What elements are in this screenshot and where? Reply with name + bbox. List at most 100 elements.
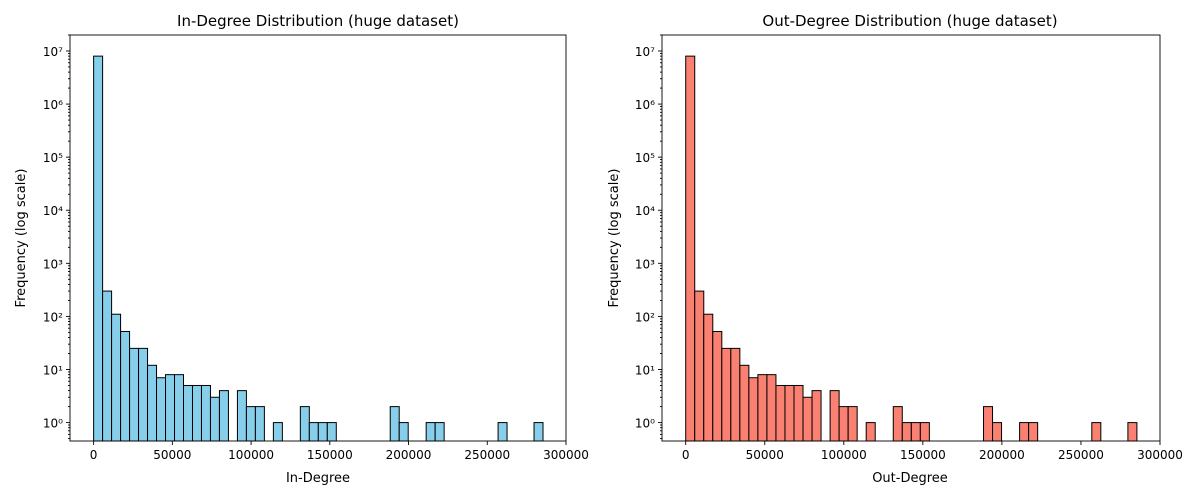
out-degree-chart-title: Out-Degree Distribution (huge dataset) <box>762 12 1057 30</box>
out-degree-x-tick-label-2: 100000 <box>821 448 867 462</box>
out-degree-bar-6 <box>739 364 750 442</box>
out-degree-bar-0 <box>685 55 696 442</box>
out-degree-x-axis-label: Out-Degree <box>872 471 948 486</box>
out-degree-bar-9 <box>766 374 777 442</box>
in-degree-x-tick-label-3: 150000 <box>307 448 353 462</box>
in-degree-bar-17 <box>254 406 265 442</box>
out-degree-bar-13 <box>802 396 813 442</box>
out-degree-bar-26 <box>1028 422 1039 442</box>
out-degree-y-tick-label-2: 10² <box>635 310 655 324</box>
in-degree-bar-23 <box>389 406 400 442</box>
in-degree-bar-13 <box>209 396 220 442</box>
in-degree-x-axis-label: In-Degree <box>286 471 350 486</box>
in-degree-y-tick-label-4: 10⁴ <box>43 204 63 218</box>
in-degree-y-tick-label-5: 10⁵ <box>43 151 63 165</box>
out-degree-bar-25 <box>1019 422 1030 442</box>
in-degree-plot-frame <box>69 34 567 442</box>
out-degree-plot-frame <box>661 34 1161 442</box>
in-degree-y-axis-label: Frequency (log scale) <box>14 169 29 308</box>
out-degree-bar-19 <box>892 406 903 442</box>
out-degree-bar-28 <box>1127 422 1138 442</box>
out-degree-bar-4 <box>721 347 732 442</box>
in-degree-bar-4 <box>129 347 140 442</box>
out-degree-bar-18 <box>865 422 876 442</box>
in-degree-y-ticks: 10⁰ 10¹ 10² 10³ 10⁴ 10⁵ 10⁶ 10⁷ <box>43 34 70 440</box>
out-degree-x-tick-label-6: 300000 <box>1137 448 1183 462</box>
in-degree-bar-16 <box>245 406 256 442</box>
in-degree-bar-25 <box>425 422 436 442</box>
out-degree-y-tick-label-6: 10⁶ <box>635 98 655 112</box>
in-degree-x-tick-label-2: 100000 <box>228 448 274 462</box>
in-degree-bar-26 <box>434 422 445 442</box>
in-degree-bar-24 <box>398 422 409 442</box>
in-degree-y-tick-label-1: 10¹ <box>43 364 63 378</box>
out-degree-bar-27 <box>1091 422 1102 442</box>
in-degree-bar-22 <box>326 422 337 442</box>
in-degree-x-ticks: 0 50000 100000 150000 200000 250000 300000 <box>90 441 589 462</box>
out-degree-y-tick-label-4: 10⁴ <box>635 204 655 218</box>
out-degree-bars <box>685 55 1138 442</box>
in-degree-x-tick-label-5: 250000 <box>464 448 510 462</box>
out-degree-y-tick-label-0: 10⁰ <box>635 417 655 431</box>
in-degree-bar-27 <box>497 422 508 442</box>
in-degree-y-tick-label-7: 10⁷ <box>43 45 63 59</box>
out-degree-bar-15 <box>829 390 840 442</box>
in-degree-y-tick-label-6: 10⁶ <box>43 98 63 112</box>
in-degree-bar-21 <box>317 422 328 442</box>
in-degree-bar-7 <box>156 377 167 442</box>
out-degree-bar-17 <box>847 406 858 442</box>
out-degree-bar-20 <box>901 422 912 442</box>
out-degree-y-axis-label: Frequency (log scale) <box>607 169 622 308</box>
in-degree-bar-0 <box>93 55 104 442</box>
in-degree-y-tick-label-2: 10² <box>43 310 63 324</box>
in-degree-bar-20 <box>308 422 319 442</box>
in-degree-bar-18 <box>272 422 283 442</box>
in-degree-y-tick-label-3: 10³ <box>43 257 63 271</box>
in-degree-x-tick-label-6: 300000 <box>543 448 589 462</box>
in-degree-bars <box>93 55 544 442</box>
out-degree-bar-5 <box>730 347 741 442</box>
out-degree-x-tick-label-3: 150000 <box>900 448 946 462</box>
out-degree-y-tick-label-1: 10¹ <box>635 364 655 378</box>
in-degree-bar-15 <box>236 390 247 442</box>
in-degree-bar-2 <box>111 313 122 442</box>
out-degree-bar-14 <box>811 390 822 442</box>
out-degree-bar-7 <box>748 377 759 442</box>
out-degree-y-ticks: 10⁰ 10¹ 10² 10³ 10⁴ 10⁵ 10⁶ 10⁷ <box>635 34 662 440</box>
out-degree-bar-24 <box>992 422 1003 442</box>
out-degree-bar-23 <box>983 406 994 442</box>
in-degree-bar-9 <box>174 374 184 442</box>
in-degree-x-tick-label-1: 50000 <box>153 448 191 462</box>
out-degree-y-tick-label-7: 10⁷ <box>635 45 655 59</box>
in-degree-chart-title: In-Degree Distribution (huge dataset) <box>177 12 459 30</box>
out-degree-bar-21 <box>910 422 921 442</box>
out-degree-x-ticks: 0 50000 100000 150000 200000 250000 300000 <box>682 441 1183 462</box>
in-degree-chart: In-Degree Distribution (huge dataset) 10… <box>14 12 589 486</box>
in-degree-bar-6 <box>147 364 158 442</box>
out-degree-bar-2 <box>703 313 714 442</box>
out-degree-bar-8 <box>757 374 768 442</box>
out-degree-bar-3 <box>712 330 723 442</box>
in-degree-x-tick-label-4: 200000 <box>386 448 432 462</box>
in-degree-bar-8 <box>165 374 176 442</box>
out-degree-x-tick-label-1: 50000 <box>746 448 784 462</box>
in-degree-bar-5 <box>138 347 149 442</box>
out-degree-bar-11 <box>784 384 795 442</box>
out-degree-chart: Out-Degree Distribution (huge dataset) 1… <box>607 12 1183 486</box>
out-degree-x-tick-label-4: 200000 <box>979 448 1025 462</box>
in-degree-x-tick-label-0: 0 <box>90 448 98 462</box>
in-degree-y-tick-label-0: 10⁰ <box>43 417 63 431</box>
in-degree-bar-12 <box>200 384 211 442</box>
out-degree-x-tick-label-0: 0 <box>682 448 690 462</box>
out-degree-y-tick-label-3: 10³ <box>635 257 655 271</box>
in-degree-bar-19 <box>299 406 310 442</box>
out-degree-bar-16 <box>838 406 849 442</box>
out-degree-x-tick-label-5: 250000 <box>1058 448 1104 462</box>
in-degree-bar-14 <box>218 390 229 442</box>
out-degree-bar-1 <box>694 290 705 442</box>
in-degree-bar-10 <box>183 384 193 442</box>
in-degree-bar-1 <box>102 290 113 442</box>
out-degree-bar-10 <box>775 384 786 442</box>
in-degree-bar-11 <box>191 384 202 442</box>
